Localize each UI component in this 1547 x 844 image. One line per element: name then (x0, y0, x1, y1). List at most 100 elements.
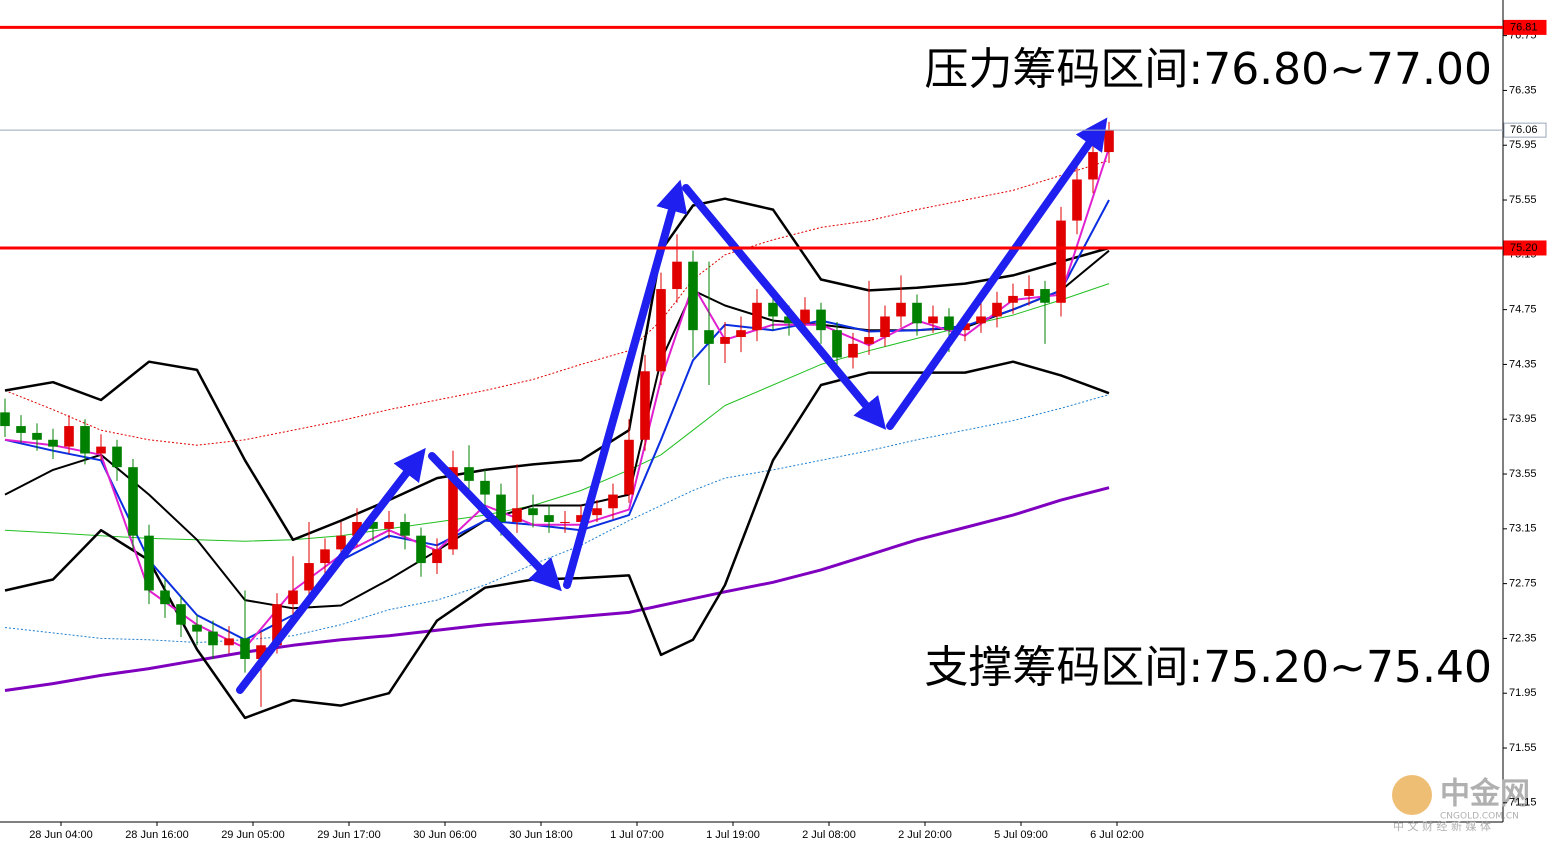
candle-body (256, 645, 266, 659)
x-tick-label: 2 Jul 08:00 (802, 829, 856, 841)
candle-body (1088, 152, 1098, 180)
candle-body (512, 508, 522, 522)
candle-body (384, 521, 394, 529)
price-label: 76.81 (1510, 21, 1538, 33)
candle-body (1056, 220, 1066, 303)
candle-body (848, 343, 858, 358)
price-label-box (1503, 19, 1547, 35)
candle-body (592, 508, 602, 516)
candle-body (208, 631, 218, 646)
arrow (236, 447, 426, 694)
candle-body (720, 337, 730, 344)
candle-body (1104, 130, 1114, 153)
y-tick-label: 71.15 (1509, 797, 1537, 809)
candle-body (304, 563, 314, 591)
candle-body (992, 302, 1002, 317)
candle-body (800, 309, 810, 324)
x-tick-label: 29 Jun 05:00 (221, 829, 285, 841)
candle-body (896, 302, 906, 317)
candle-body (736, 330, 746, 338)
candle-body (960, 323, 970, 331)
candle-body (480, 480, 490, 495)
y-tick-label: 74.35 (1509, 358, 1537, 370)
x-tick-label: 1 Jul 07:00 (610, 829, 664, 841)
candle-body (128, 467, 138, 536)
candle-body (544, 515, 554, 522)
candle-body (624, 439, 634, 495)
price-label: 75.20 (1510, 242, 1538, 254)
indicator-line (4, 159, 1110, 446)
annotation: 支撑筹码区间:75.20~75.40 (924, 642, 1492, 693)
trend-arrows (236, 117, 1108, 694)
candle-body (368, 521, 378, 529)
y-tick-label: 72.35 (1509, 632, 1537, 644)
candle-body (1024, 289, 1034, 296)
candle-body (496, 494, 506, 522)
arrow (563, 179, 688, 589)
x-tick-label: 30 Jun 06:00 (413, 829, 477, 841)
y-tick-label: 75.95 (1509, 139, 1537, 151)
candle-body (112, 446, 122, 468)
price-label-box (1503, 240, 1547, 256)
candle-body (240, 638, 250, 659)
x-tick-label: 29 Jun 17:00 (317, 829, 381, 841)
candle-body (0, 412, 10, 427)
indicator-line (4, 486, 1110, 692)
candle-body (464, 467, 474, 481)
watermark-logo (1392, 775, 1432, 815)
indicator-line (4, 360, 1110, 720)
candle-body (928, 316, 938, 324)
candle-body (816, 309, 826, 331)
candle-body (320, 549, 330, 564)
candle-body (272, 604, 282, 646)
x-tick-label: 28 Jun 16:00 (125, 829, 189, 841)
candle-body (192, 624, 202, 632)
candle-body (640, 371, 650, 440)
y-tick-label: 73.55 (1509, 468, 1537, 480)
y-tick-label: 74.75 (1509, 304, 1537, 316)
y-tick-label: 71.55 (1509, 742, 1537, 754)
price-label-box (1503, 122, 1547, 138)
candle-body (944, 316, 954, 331)
y-tick-label: 75.55 (1509, 194, 1537, 206)
y-tick-label: 73.15 (1509, 523, 1537, 535)
price-label: 76.06 (1510, 124, 1538, 136)
candle-body (144, 535, 154, 591)
candle-body (80, 426, 90, 454)
candle-body (752, 302, 762, 331)
candle-body (768, 302, 778, 317)
arrow (682, 184, 887, 430)
candle-body (560, 521, 570, 523)
candle-body (672, 261, 682, 290)
x-tick-label: 6 Jul 02:00 (1090, 829, 1144, 841)
candle-body (16, 426, 26, 433)
plot-layer (0, 121, 1114, 720)
x-tick-label: 1 Jul 19:00 (706, 829, 760, 841)
x-tick-label: 28 Jun 04:00 (29, 829, 93, 841)
x-tick-label: 5 Jul 09:00 (994, 829, 1048, 841)
candle-body (688, 261, 698, 331)
candle-body (352, 521, 362, 536)
watermark: 中 文 财 经 新 媒 体 (1393, 819, 1491, 833)
candle-body (416, 535, 426, 564)
candle-body (784, 316, 794, 324)
candle-body (880, 316, 890, 338)
x-tick-label: 30 Jun 18:00 (509, 829, 573, 841)
candle-body (176, 604, 186, 625)
candle-body (704, 330, 714, 344)
candle-body (400, 521, 410, 536)
annotation: 压力筹码区间:76.80~77.00 (924, 44, 1492, 95)
y-tick-label: 72.75 (1509, 578, 1537, 590)
indicator-line (4, 197, 1110, 542)
candle-body (864, 337, 874, 344)
y-tick-label: 71.95 (1509, 687, 1537, 699)
candle-body (976, 316, 986, 324)
candle-body (336, 535, 346, 550)
candle-body (1040, 289, 1050, 303)
candle-body (48, 439, 58, 447)
candle-body (432, 549, 442, 564)
candle-body (160, 590, 170, 605)
candle-body (96, 446, 106, 454)
